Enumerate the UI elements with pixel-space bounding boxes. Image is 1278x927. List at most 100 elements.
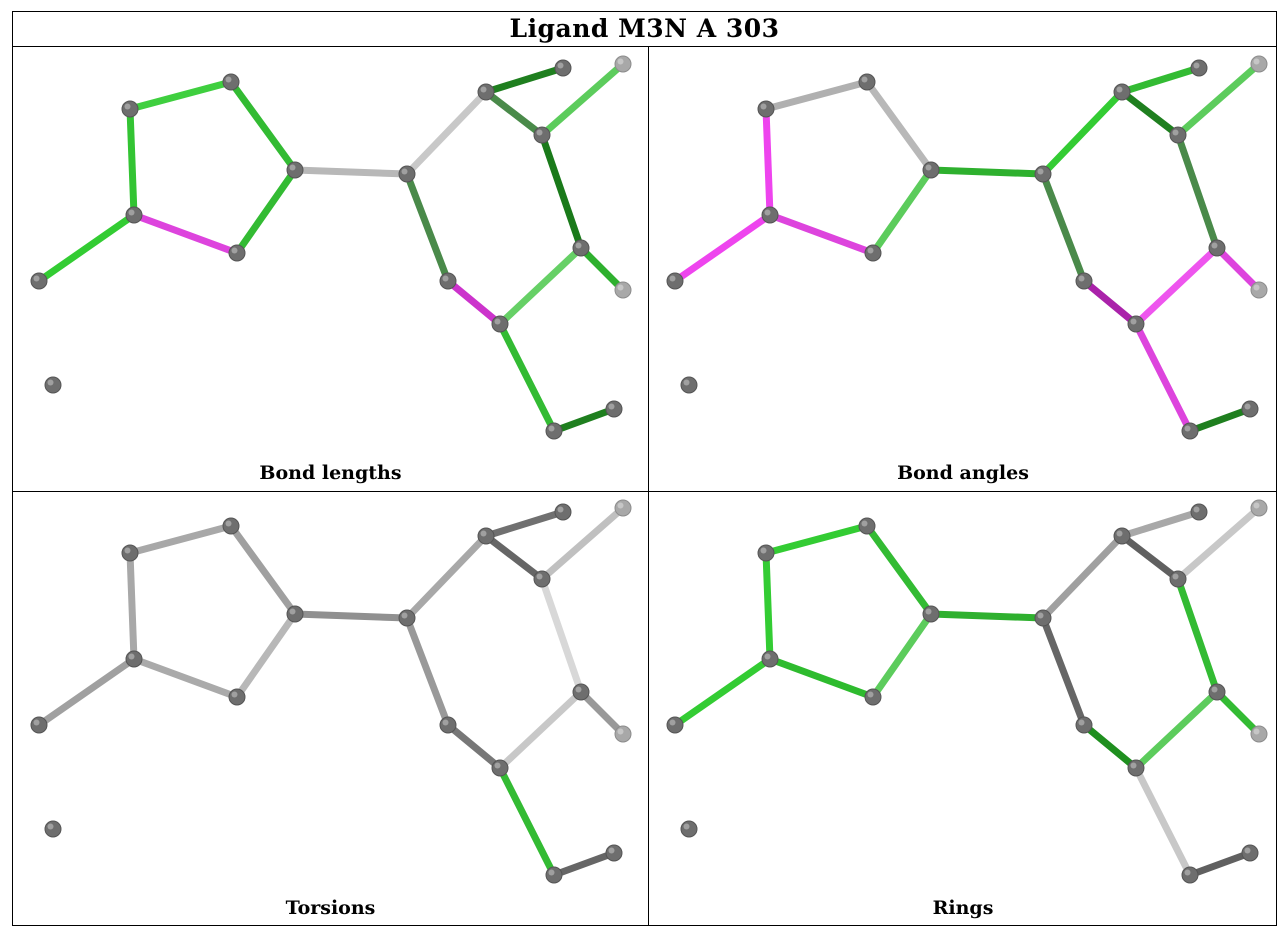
atom-highlight xyxy=(575,242,582,249)
atom-highlight xyxy=(1244,847,1251,854)
atom-highlight xyxy=(557,506,564,513)
atom xyxy=(222,517,240,535)
bond xyxy=(1039,614,1088,729)
bond xyxy=(444,721,504,772)
bond xyxy=(671,655,774,729)
atom xyxy=(222,73,240,91)
bond xyxy=(1174,504,1263,583)
bond xyxy=(482,88,546,139)
bond xyxy=(35,211,138,285)
panel-bond-lengths: Bond lengths xyxy=(13,48,648,491)
bond xyxy=(1174,131,1221,252)
atom xyxy=(1113,527,1131,545)
atom xyxy=(1181,422,1199,440)
atom-highlight xyxy=(760,547,767,554)
atom xyxy=(1075,716,1093,734)
atom xyxy=(1127,759,1145,777)
atom xyxy=(491,759,509,777)
atom xyxy=(121,100,139,118)
bond xyxy=(1039,170,1088,285)
atom xyxy=(286,161,304,179)
atom-highlight xyxy=(442,719,449,726)
atom xyxy=(398,165,416,183)
atom-highlight xyxy=(1130,762,1137,769)
atom-highlight xyxy=(575,686,582,693)
caption-rings: Rings xyxy=(932,897,994,919)
bond xyxy=(496,764,558,879)
atom-highlight xyxy=(128,653,135,660)
bond xyxy=(482,508,567,540)
atom xyxy=(614,499,632,517)
atom-highlight xyxy=(124,103,131,110)
bond xyxy=(577,688,627,738)
atom xyxy=(922,605,940,623)
bond xyxy=(227,522,299,618)
atom-highlight xyxy=(1253,502,1260,509)
bond xyxy=(403,614,452,729)
bond xyxy=(550,405,618,435)
bond xyxy=(403,88,490,178)
atom-highlight xyxy=(608,847,615,854)
atom-highlight xyxy=(861,76,868,83)
atom-highlight xyxy=(494,318,501,325)
bond xyxy=(126,78,235,113)
atom xyxy=(1208,683,1226,701)
bond xyxy=(1174,575,1221,696)
atom-highlight xyxy=(1253,284,1260,291)
atom-highlight xyxy=(760,103,767,110)
grid-divider-horizontal xyxy=(12,491,1277,492)
atom xyxy=(1250,499,1268,517)
bond xyxy=(538,504,627,583)
bond xyxy=(482,532,546,583)
bond xyxy=(1186,405,1254,435)
bond xyxy=(403,532,490,622)
bond xyxy=(863,78,935,174)
bond xyxy=(126,522,235,557)
bond xyxy=(538,131,585,252)
atom xyxy=(864,688,882,706)
atom-highlight xyxy=(124,547,131,554)
bond xyxy=(863,522,935,618)
atom-highlight xyxy=(925,164,932,171)
atom-highlight xyxy=(401,168,408,175)
atom xyxy=(1241,400,1259,418)
bond xyxy=(496,320,558,435)
atom-highlight xyxy=(1037,168,1044,175)
panel-torsions: Torsions xyxy=(13,492,648,926)
atom xyxy=(1250,55,1268,73)
atom xyxy=(1113,83,1131,101)
atom-highlight xyxy=(1172,573,1179,580)
bond xyxy=(1039,532,1126,622)
atom xyxy=(477,83,495,101)
atom-highlight xyxy=(1037,612,1044,619)
atom xyxy=(44,376,62,394)
atom-highlight xyxy=(47,823,54,830)
bond xyxy=(482,64,567,96)
bond xyxy=(1213,244,1263,294)
caption-torsions: Torsions xyxy=(285,897,376,919)
atom xyxy=(922,161,940,179)
atom-highlight xyxy=(225,76,232,83)
bond xyxy=(496,688,585,772)
atom xyxy=(228,688,246,706)
atom-highlight xyxy=(480,86,487,93)
atom-highlight xyxy=(764,653,771,660)
bond xyxy=(403,170,452,285)
atom-highlight xyxy=(867,691,874,698)
bond xyxy=(538,575,585,696)
atom xyxy=(666,716,684,734)
atom xyxy=(533,570,551,588)
figure-title: Ligand M3N A 303 xyxy=(509,14,780,43)
molecule-torsions xyxy=(30,499,632,884)
atom xyxy=(1034,609,1052,627)
atom-highlight xyxy=(1172,129,1179,136)
atom xyxy=(572,239,590,257)
atom-highlight xyxy=(128,209,135,216)
atom xyxy=(605,844,623,862)
atom-highlight xyxy=(33,275,40,282)
atom xyxy=(605,400,623,418)
bond xyxy=(762,549,774,663)
figure-frame xyxy=(12,11,1277,926)
atom xyxy=(44,820,62,838)
atom-highlight xyxy=(442,275,449,282)
